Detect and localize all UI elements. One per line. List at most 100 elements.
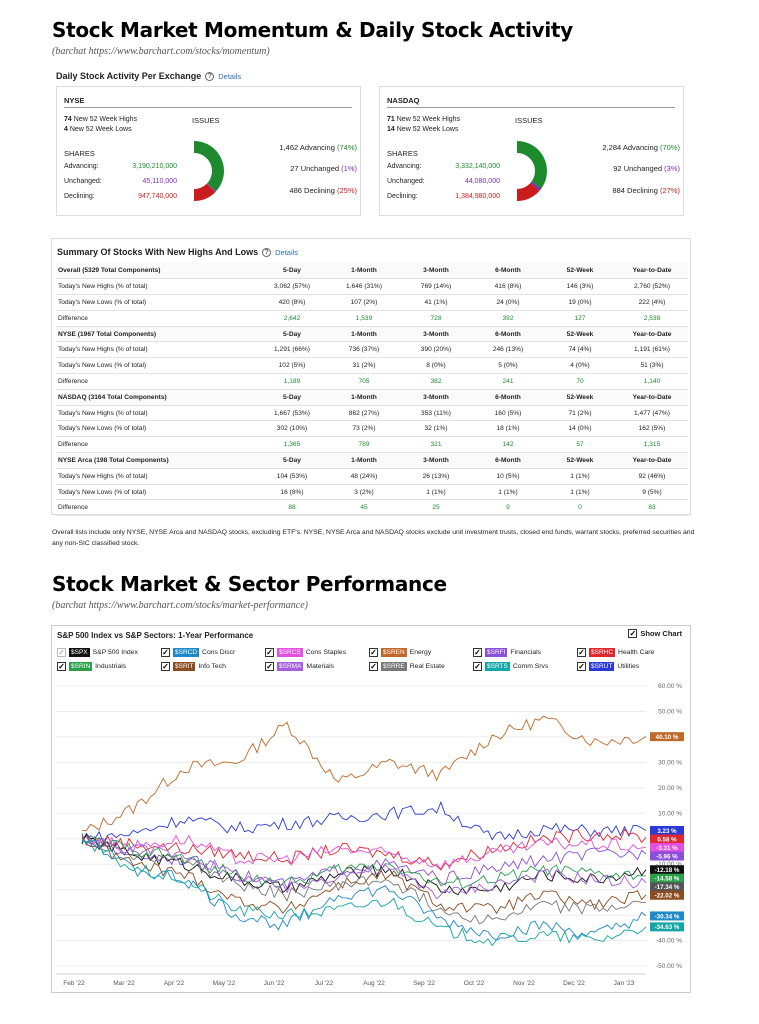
legend-item[interactable]: ✓ $SRUT Utilities [577,662,681,671]
legend-item[interactable]: ✓ $SPX S&P 500 Index [57,648,161,657]
checkbox-icon[interactable]: ✓ [161,648,170,657]
nasdaq-activity-panel: NASDAQ 71 New 52 Week Highs 14 New 52 We… [379,86,684,216]
legend-item[interactable]: ✓ $SRIT Info Tech [161,662,265,671]
row-label: Today's New Lows (% of total) [56,420,256,438]
exchange-name: NASDAQ [387,96,420,105]
table-cell: Year-to-Date [616,389,688,406]
x-tick-label: May '22 [213,980,236,987]
checkbox-icon[interactable]: ✓ [265,662,274,671]
legend-item[interactable]: ✓ $SRTS Comm Srvs [473,662,577,671]
checkbox-icon[interactable]: ✓ [577,662,586,671]
table-cell: 5-Day [256,452,328,469]
issues-label: ISSUES [192,116,220,125]
issues-unchanged-count: 92 Unchanged [613,164,663,173]
y-tick-label: 60.00 % [658,683,682,690]
row-label: Today's New Highs (% of total) [56,341,256,359]
daily-details-link[interactable]: Details [218,71,242,81]
advancing-label: Advancing: [387,163,422,170]
table-cell: 1-Month [328,452,400,469]
table-cell: 5-Day [256,389,328,406]
checkbox-icon[interactable]: ✓ [57,648,66,657]
end-value-label: -30.34 % [650,911,684,921]
table-cell: 1,667 (53%) [256,405,328,422]
show-chart-toggle[interactable]: ✓ Show Chart [628,629,682,638]
end-value-text: -5.96 % [656,853,678,860]
table-cell: 52-Week [544,326,616,343]
table-cell: 6-Month [472,326,544,343]
table-cell: 222 (4%) [616,294,688,311]
table-cell: 4 (0%) [544,357,616,375]
table-row: Today's New Lows (% of total) 16 (8%) 3 (2… [56,484,688,501]
end-value-text: -17.34 % [655,884,680,891]
table-header-row: NYSE (1967 Total Components) 5-Day 1-Month… [56,326,688,343]
row-label: Today's New Lows (% of total) [56,294,256,311]
legend-item[interactable]: ✓ $SRRE Real Estate [369,662,473,671]
table-cell: 162 (5%) [616,420,688,438]
table-cell: 246 (13%) [472,341,544,359]
table-cell: 1,539 [328,310,400,327]
end-value-text: -22.02 % [655,893,680,900]
table-cell: 1-Month [328,263,400,280]
series-line [81,839,647,947]
donut-slice-unchanged [206,183,216,193]
legend-item[interactable]: ✓ $SRHC Health Care [577,648,681,657]
checkbox-icon[interactable]: ✓ [161,662,170,671]
table-row: Today's New Lows (% of total) 302 (10%) 73… [56,420,688,438]
donut-slice-unchanged [530,181,542,191]
row-label: Difference [56,499,256,517]
legend-item[interactable]: ✓ $SRCD Cons Discr [161,648,265,657]
series-line [81,837,646,925]
legend-item[interactable]: ✓ $SREN Energy [369,648,473,657]
summary-details-link[interactable]: Details [275,247,299,257]
table-cell: 26 (13%) [400,468,472,485]
end-value-text: -14.58 % [655,876,680,883]
legend-item[interactable]: ✓ $SRFI Financials [473,648,577,657]
checkbox-icon[interactable]: ✓ [369,662,378,671]
table-cell: 321 [400,436,472,454]
x-tick-label: Nov '22 [513,980,535,987]
help-icon[interactable]: ? [205,71,215,81]
checkbox-icon[interactable]: ✓ [577,648,586,657]
table-row: Today's New Highs (% of total) 1,667 (53%… [56,405,688,422]
table-cell: 8 (0%) [400,357,472,375]
legend-label: Financials [510,649,542,656]
checkbox-icon[interactable]: ✓ [369,648,378,657]
y-tick-label: 10.00 % [658,810,682,817]
table-cell: 92 (46%) [616,468,688,485]
legend-item[interactable]: ✓ $SRIN Industrials [57,662,161,671]
daily-activity-title-text: Daily Stock Activity Per Exchange [56,71,202,81]
legend-row: ✓ $SPX S&P 500 Index ✓ $SRCD Cons Discr ✓ $SRCS… [57,648,681,657]
issues-declining-pct: (25%) [336,186,357,195]
help-icon[interactable]: ? [262,247,272,257]
issues-advancing: 1,462 Advancing (74%) [237,143,357,152]
legend-label: Health Care [618,649,655,656]
issues-label: ISSUES [515,116,543,125]
checkbox-icon[interactable]: ✓ [57,662,66,671]
legend-label: Cons Staples [305,649,347,656]
table-cell: 736 (37%) [328,341,400,359]
table-cell: 41 (1%) [400,294,472,311]
table-cell: 769 (14%) [400,278,472,296]
table-cell: 3,062 (57%) [256,278,328,296]
new-highs-count: 71 [387,116,395,123]
y-tick-label: 50.00 % [658,708,682,715]
highs-lows-summary-panel: Summary Of Stocks With New Highs And Low… [51,238,691,517]
table-cell: 57 [544,436,616,454]
table-cell: 51 (3%) [616,357,688,375]
end-value-label: -3.31 % [650,843,684,853]
legend-item[interactable]: ✓ $SRCS Cons Staples [265,648,369,657]
checkbox-icon[interactable]: ✓ [473,648,482,657]
checkbox-icon[interactable]: ✓ [628,629,638,638]
row-label: NYSE (1967 Total Components) [56,326,256,343]
declining-shares: 947,740,000 [138,193,177,200]
new-highs: 74 New 52 Week Highs [64,116,137,123]
new-lows-label: New 52 Week Lows [69,126,132,133]
series-line [81,834,647,870]
checkbox-icon[interactable]: ✓ [265,648,274,657]
legend-item[interactable]: ✓ $SRMA Materials [265,662,369,671]
unchanged-shares: 45,110,000 [142,178,177,185]
table-cell: 1,477 (47%) [616,405,688,422]
issues-advancing-pct: (74%) [336,143,357,152]
table-cell: 160 (5%) [472,405,544,422]
checkbox-icon[interactable]: ✓ [473,662,482,671]
